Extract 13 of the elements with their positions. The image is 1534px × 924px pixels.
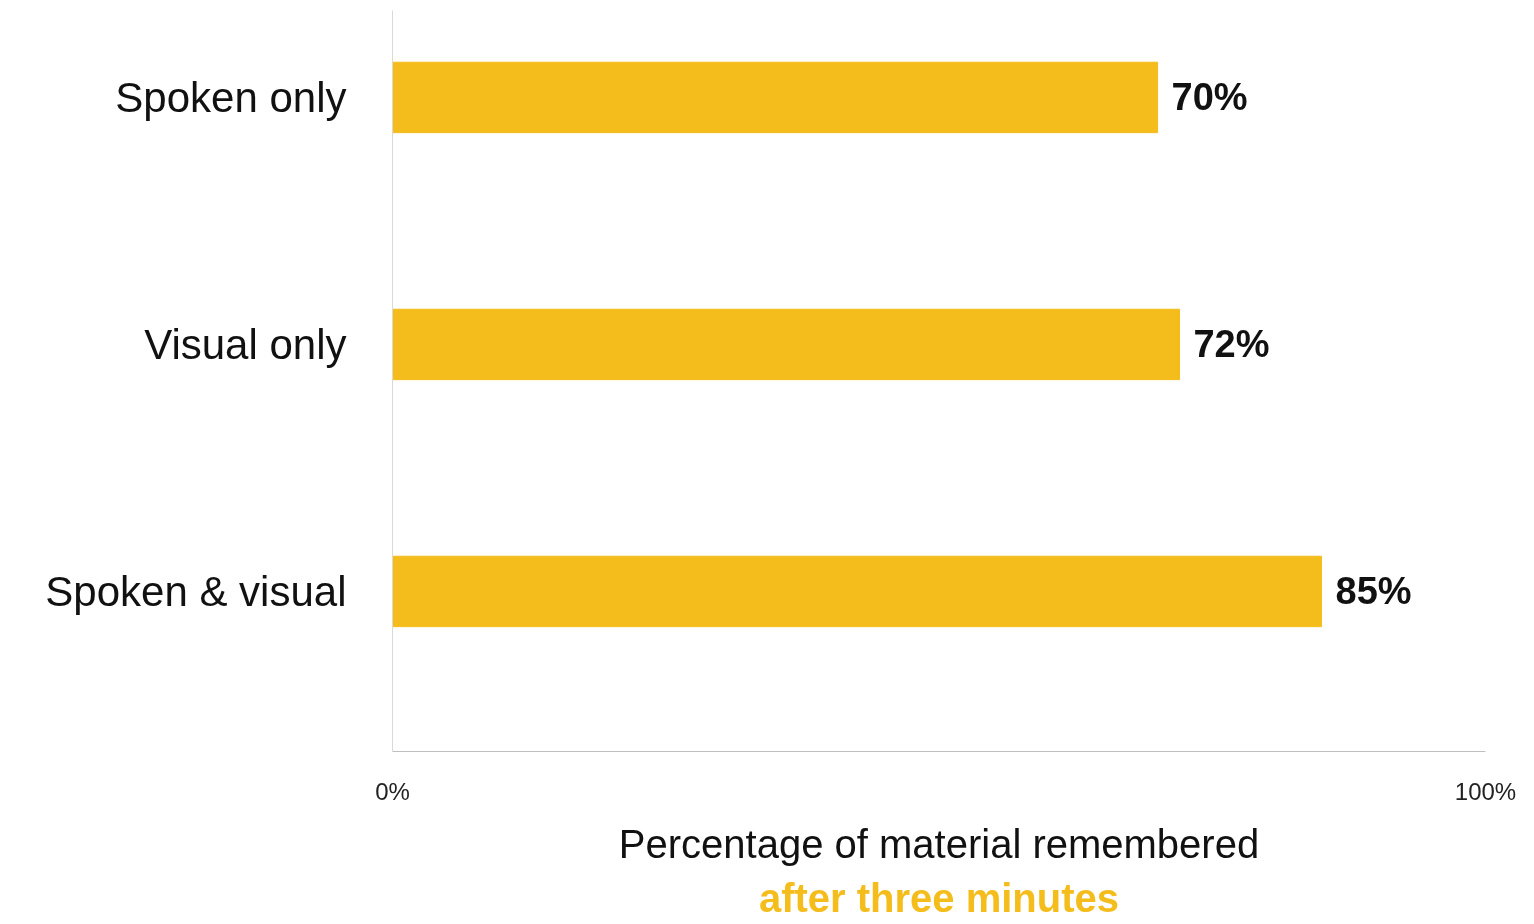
text: after three minutes <box>758 875 1120 920</box>
bar <box>392 555 1323 628</box>
x-tick-label: 0% <box>375 777 410 805</box>
y-tick-label: Spoken only <box>115 73 347 121</box>
y-tick-label: Spoken & visual <box>45 567 347 615</box>
data-label: 72% <box>1193 323 1270 366</box>
bar <box>392 61 1159 134</box>
data-label: 85% <box>1335 570 1412 613</box>
data-label: 70% <box>1171 76 1248 119</box>
bar <box>392 308 1180 381</box>
x-tick-label: 100% <box>1454 777 1517 805</box>
y-tick-label: Visual only <box>144 320 347 368</box>
x-axis-title: Percentage of material remembered <box>618 821 1260 866</box>
